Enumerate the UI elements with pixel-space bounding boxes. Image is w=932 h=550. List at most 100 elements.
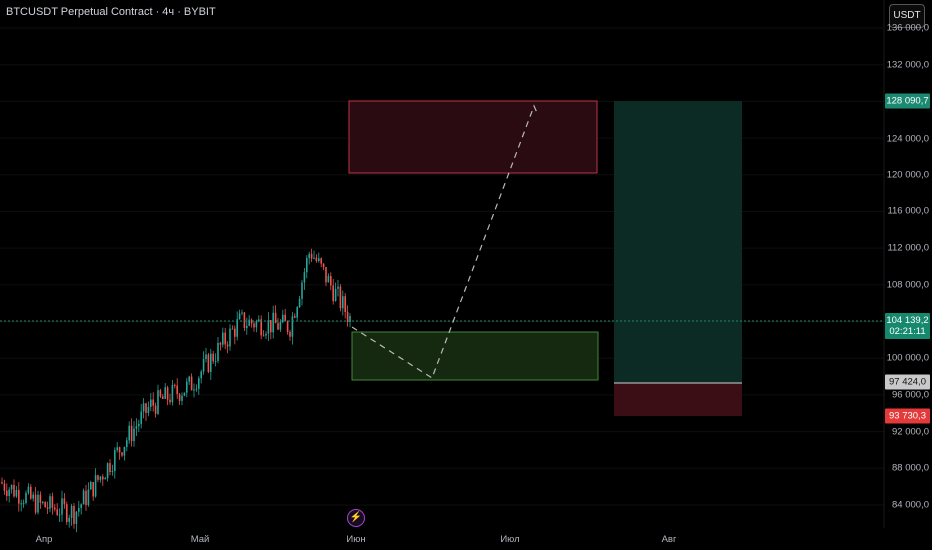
candle-body	[294, 316, 296, 318]
candle-body	[56, 509, 58, 515]
candle-body	[322, 263, 325, 268]
stop-price-tag: 93 730,3	[885, 408, 930, 424]
candle-body	[231, 328, 234, 330]
candle-body	[270, 320, 272, 333]
candle-body	[147, 406, 150, 414]
candle-body	[94, 475, 97, 497]
target-zone[interactable]	[348, 100, 598, 174]
price-tick: 88 000,0	[892, 462, 929, 474]
position-loss-area[interactable]	[614, 383, 742, 416]
candle-body	[150, 399, 152, 407]
lightning-icon[interactable]: ⚡	[347, 509, 365, 527]
candle-body	[313, 257, 315, 259]
candle-body	[337, 286, 339, 289]
candle-body	[210, 353, 212, 372]
candle-body	[162, 396, 164, 399]
price-tick: 136 000,0	[886, 22, 929, 34]
candle-body	[54, 507, 56, 510]
candle-body	[3, 483, 6, 491]
price-tick: 132 000,0	[886, 59, 929, 71]
candle-body	[250, 319, 253, 324]
projection-path[interactable]	[351, 104, 539, 379]
price-axis[interactable]: 136 000,0 132 000,0 124 000,0 120 000,0 …	[884, 0, 932, 528]
time-axis[interactable]: Апр Май Июн Июл Авг	[0, 528, 884, 550]
candle-body	[114, 450, 116, 472]
candle-body	[212, 353, 214, 362]
candle-body	[99, 476, 102, 480]
candle-body	[18, 490, 20, 504]
candle-body	[248, 319, 250, 326]
candle-body	[200, 371, 202, 379]
candle-body	[174, 384, 176, 386]
candle-body	[135, 426, 138, 429]
candle-body	[286, 321, 289, 332]
candle-body	[6, 490, 8, 497]
candle-body	[195, 388, 198, 390]
candle-body	[157, 390, 159, 414]
time-label: Май	[190, 534, 210, 545]
candle-body	[104, 478, 106, 480]
candle-body	[126, 440, 128, 447]
candle-body	[183, 392, 186, 396]
candle-body	[243, 312, 246, 329]
candle-body	[30, 486, 32, 499]
candle-body	[260, 319, 262, 336]
last-price-value: 104 139,2	[886, 315, 929, 326]
candle-body	[111, 471, 114, 473]
price-tick: 92 000,0	[892, 426, 929, 438]
candle-body	[320, 258, 322, 264]
candle-body	[61, 498, 63, 515]
candle-body	[140, 411, 142, 424]
price-tick: 108 000,0	[886, 279, 929, 291]
candle-body	[214, 360, 217, 362]
candle-body	[85, 490, 87, 505]
candle-body	[272, 312, 274, 333]
time-label: Апр	[35, 534, 53, 545]
candle-body	[152, 399, 154, 406]
candle-body	[20, 503, 22, 505]
candle-body	[202, 359, 205, 372]
candle-body	[15, 490, 18, 497]
candle-body	[169, 399, 171, 403]
candle-body	[22, 503, 25, 505]
candle-body	[344, 296, 346, 313]
currency-button[interactable]: USDT	[889, 4, 925, 28]
entry-zone[interactable]	[351, 331, 599, 381]
candle-body	[181, 395, 183, 401]
candle-body	[315, 257, 318, 261]
entry-price-tag: 97 424,0	[885, 374, 930, 390]
time-label: Авг	[661, 534, 677, 545]
candle-body	[332, 285, 334, 302]
candle-body	[109, 463, 111, 473]
time-label: Июн	[346, 534, 366, 545]
candle-body	[68, 517, 70, 522]
candle-body	[306, 258, 308, 273]
candle-body	[334, 288, 337, 302]
candle-body	[342, 296, 344, 309]
candle-body	[78, 507, 80, 512]
candle-body	[296, 307, 298, 318]
last-price-tag: 104 139,2 02:21:11	[885, 313, 930, 339]
candle-body	[70, 505, 73, 518]
candle-body	[25, 492, 27, 504]
candle-body	[186, 381, 188, 393]
candle-body	[262, 335, 265, 337]
candle-body	[154, 405, 157, 414]
candle-body	[253, 323, 255, 328]
position-profit-area[interactable]	[614, 101, 742, 383]
candle-body	[87, 489, 90, 505]
candle-body	[193, 389, 195, 391]
price-tick: 84 000,0	[892, 499, 929, 511]
candle-body	[289, 331, 291, 337]
candle-body	[166, 387, 169, 400]
candle-body	[46, 507, 49, 509]
candle-body	[298, 298, 301, 308]
candle-body	[277, 323, 279, 330]
candle-body	[327, 275, 330, 283]
candle-body	[284, 314, 286, 322]
candle-body	[238, 313, 241, 320]
candle-body	[123, 446, 126, 456]
candle-body	[128, 425, 130, 441]
candle-body	[246, 325, 248, 329]
